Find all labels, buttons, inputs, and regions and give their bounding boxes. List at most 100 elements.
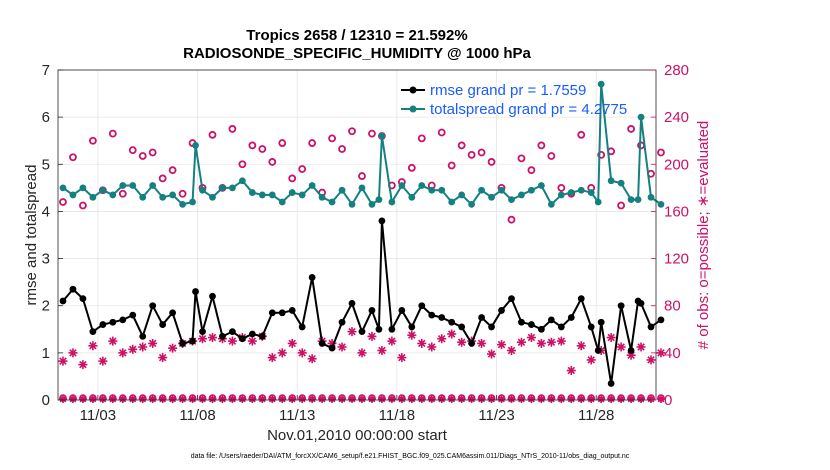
obs-zero-evaluated-marker [278, 395, 287, 403]
obs-zero-evaluated-marker [547, 395, 556, 403]
obs-zero-evaluated-marker [318, 395, 327, 403]
rmse-segment [201, 296, 214, 332]
rmse-point [627, 347, 635, 354]
obs-zero-evaluated-marker [357, 395, 366, 403]
totalspread-point [657, 200, 665, 208]
legend-spread-label: totalspread grand pr = 4.2775 [430, 101, 627, 118]
rmse-segment [261, 312, 274, 337]
obs-possible-marker [407, 163, 416, 172]
plot-frame [57, 69, 657, 401]
obs-possible-marker [288, 174, 297, 183]
obs-evaluated-marker [287, 338, 297, 348]
obs-possible-marker [527, 166, 536, 175]
totalspread-point [338, 186, 346, 194]
rmse-point [308, 274, 316, 281]
obs-evaluated-marker [407, 330, 417, 340]
obs-evaluated-marker [616, 342, 626, 352]
rmse-point [149, 302, 157, 310]
totalspread-point [69, 191, 77, 199]
obs-evaluated-marker [377, 346, 387, 355]
obs-possible-marker [298, 165, 307, 173]
totalspread-point [298, 191, 306, 199]
obs-zero-evaluated-marker [647, 395, 656, 403]
obs-zero-evaluated-marker [78, 395, 87, 403]
totalspread-point [594, 198, 602, 206]
totalspread-point [547, 200, 555, 208]
rmse-point [192, 288, 199, 295]
obs-zero-evaluated-marker [248, 395, 257, 403]
rmse-point [587, 323, 595, 331]
rmse-point [318, 340, 326, 347]
obs-evaluated-marker [297, 348, 307, 358]
totalspread-point [448, 198, 456, 206]
obs-possible-marker [208, 130, 217, 139]
obs-zero-evaluated-marker [58, 395, 67, 403]
obs-possible-marker [148, 148, 157, 157]
y-right-tick-label: 200 [664, 156, 689, 173]
totalspread-point [288, 189, 296, 196]
rmse-point [375, 325, 383, 333]
rmse-point [229, 328, 236, 336]
obs-zero-evaluated-marker [367, 395, 376, 403]
rmse-segment [630, 300, 640, 351]
rmse-point [528, 321, 535, 328]
totalspread-point [378, 132, 386, 140]
totalspread-point [229, 184, 236, 192]
rmse-point [567, 314, 575, 321]
rmse-segment [211, 296, 224, 337]
y-axis-left-ticks: 0 1 2 3 4 5 6 7 [42, 62, 63, 409]
rmse-point [159, 321, 167, 328]
totalspread-point [268, 191, 276, 199]
rmse-point [508, 295, 515, 303]
chart-title: Tropics 2658 / 12310 = 21.592% [246, 27, 467, 44]
obs-possible-marker [88, 136, 97, 145]
rmse-point [597, 318, 605, 326]
y-tick-label: 4 [42, 203, 50, 220]
obs-zero-evaluated-marker [587, 395, 596, 403]
obs-zero-evaluated-marker [98, 395, 107, 403]
obs-zero-evaluated-marker [128, 395, 137, 403]
totalspread-segment [600, 84, 613, 181]
totalspread-point [119, 182, 127, 189]
y-tick-label: 0 [42, 392, 50, 409]
rmse-point [189, 337, 196, 345]
obs-evaluated-marker [277, 348, 287, 358]
footnote: data file: /Users/raeder/DAI/ATM_forcXX/… [191, 453, 630, 460]
rmse-point [637, 299, 645, 307]
obs-possible-marker [617, 201, 626, 210]
obs-evaluated-marker [576, 341, 586, 351]
obs-possible-marker [467, 150, 476, 159]
rmse-segment [620, 305, 633, 351]
rmse-segment [311, 277, 324, 344]
x-tick-label: 11/18 [379, 407, 415, 424]
obs-zero-evaluated-marker [427, 395, 436, 403]
obs-evaluated-marker [227, 336, 237, 346]
totalspread-point [109, 191, 117, 199]
obs-evaluated-marker [158, 353, 168, 363]
totalspread-segment [597, 84, 603, 203]
obs-evaluated-marker [656, 348, 666, 358]
rmse-series [59, 217, 665, 387]
rmse-point [594, 347, 602, 354]
obs-evaluated-marker [536, 338, 546, 348]
obs-zero-evaluated-marker [577, 395, 586, 403]
rmse-point [99, 321, 107, 328]
totalspread-point [428, 186, 436, 194]
totalspread-point [647, 193, 655, 201]
totalspread-point [557, 191, 565, 199]
obs-evaluated-marker [367, 331, 377, 341]
totalspread-point [129, 182, 137, 189]
totalspread-point [139, 193, 147, 201]
obs-possible-marker [597, 150, 606, 159]
obs-zero-evaluated-marker [108, 395, 117, 403]
y-right-tick-label: 280 [664, 62, 689, 79]
totalspread-point [192, 142, 199, 149]
rmse-point [388, 325, 396, 333]
obs-possible-marker [128, 146, 137, 155]
obs-zero-evaluated-marker [627, 395, 636, 403]
rmse-point [89, 328, 97, 336]
obs-zero-evaluated-marker [557, 395, 566, 403]
totalspread-point [498, 186, 505, 194]
rmse-point [488, 323, 495, 331]
totalspread-point [348, 200, 356, 208]
